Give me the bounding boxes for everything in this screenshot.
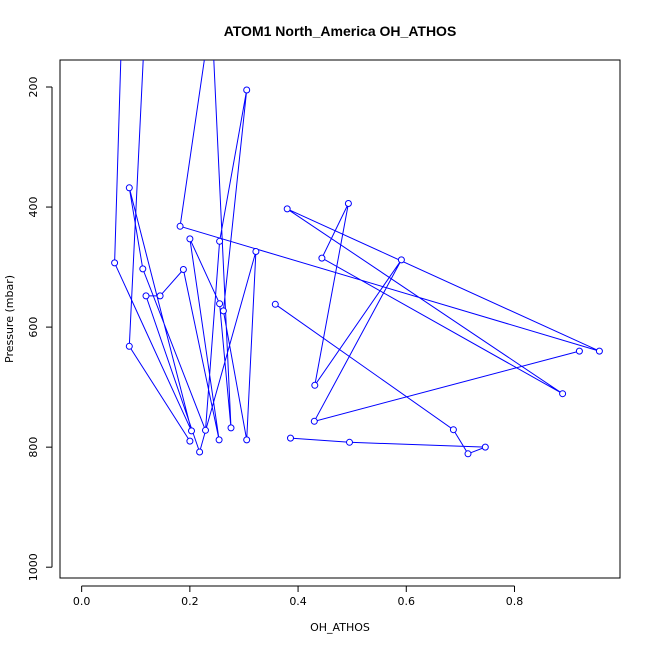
data-point	[346, 438, 353, 446]
data-point	[595, 347, 603, 355]
data-point	[311, 381, 319, 389]
data-point	[216, 300, 224, 308]
data-point	[559, 390, 567, 398]
data-point	[287, 434, 294, 442]
data-point	[318, 254, 326, 262]
data-point	[397, 256, 405, 264]
y-tick-label: 400	[27, 197, 40, 218]
x-tick-label: 0.0	[73, 595, 91, 608]
data-point	[111, 259, 119, 267]
y-tick-label: 1000	[27, 553, 40, 581]
data-point	[252, 248, 260, 255]
series-line-3	[275, 303, 486, 455]
chart-title: ATOM1 North_America OH_ATHOS	[224, 23, 457, 39]
data-point	[310, 417, 318, 425]
x-tick-label: 0.4	[289, 595, 307, 608]
data-point	[216, 237, 224, 245]
data-point	[344, 200, 352, 207]
y-tick-label: 200	[27, 77, 40, 98]
data-point	[227, 424, 235, 432]
data-point	[125, 184, 133, 192]
data-point	[219, 307, 227, 315]
plot-frame	[59, 59, 621, 579]
data-point	[139, 265, 147, 273]
y-tick-label: 800	[27, 437, 40, 458]
y-axis-label: Pressure (mbar)	[3, 275, 16, 363]
data-point	[179, 266, 187, 273]
series-line-1	[114, 60, 600, 454]
data-point	[125, 342, 133, 350]
data-point	[481, 443, 489, 451]
data-point	[283, 205, 291, 213]
x-tick-label: 0.8	[506, 595, 524, 608]
data-point	[176, 222, 184, 230]
data-point	[243, 436, 251, 444]
data-point	[271, 300, 279, 308]
data-point	[188, 427, 195, 435]
x-tick-label: 0.2	[181, 595, 199, 608]
x-axis-label: OH_ATHOS	[310, 621, 370, 634]
data-point	[142, 292, 150, 300]
data-point	[196, 448, 204, 456]
data-point	[449, 426, 457, 434]
data-point	[209, 8, 215, 14]
data-point	[243, 86, 251, 94]
y-tick-label: 600	[27, 317, 40, 338]
data-point	[464, 450, 472, 458]
series-layer	[111, 8, 603, 458]
data-point	[119, 11, 125, 17]
x-axis: 0.0 0.2 0.4 0.6 0.8	[73, 585, 524, 608]
data-point	[202, 426, 209, 434]
data-point	[575, 347, 583, 355]
data-point	[215, 436, 223, 444]
data-point	[156, 292, 164, 300]
x-tick-label: 0.6	[398, 595, 416, 608]
data-point	[186, 437, 194, 445]
y-axis: 200 400 600 800 1000	[27, 77, 53, 581]
data-point	[186, 235, 194, 243]
